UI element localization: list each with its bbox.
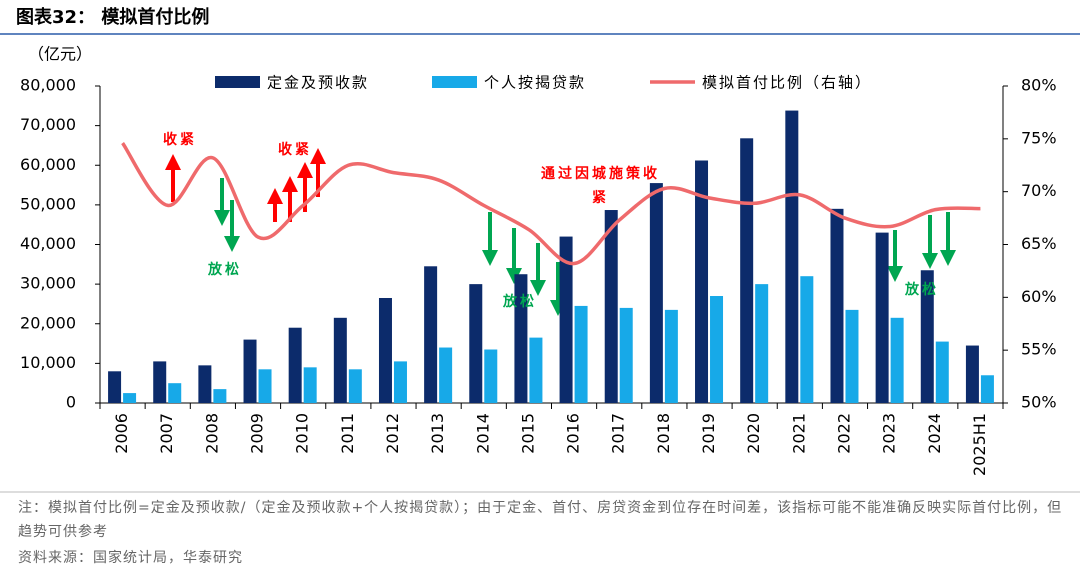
note: 注：模拟首付比例=定金及预收款/（定金及预收款+个人按揭贷款）；由于定金、首付、… — [18, 500, 1063, 540]
x-tick-label: 2011 — [338, 413, 357, 454]
source: 资料来源：国家统计局，华泰研究 — [18, 550, 243, 566]
annotation: 放松 — [503, 294, 537, 310]
bar — [123, 393, 137, 403]
x-tick-label: 2016 — [564, 413, 583, 454]
bar — [755, 284, 769, 403]
bar — [574, 305, 588, 403]
bar — [710, 296, 724, 403]
y-tick-label: 20,000 — [20, 313, 76, 332]
line — [121, 142, 981, 266]
y2-tick-label: 70% — [1021, 181, 1057, 200]
bar — [740, 138, 754, 403]
y-tick-label: 40,000 — [20, 234, 76, 253]
bar — [920, 270, 934, 403]
x-tick-label: 2006 — [112, 413, 131, 454]
bar — [965, 345, 979, 403]
x-tick-label: 2017 — [609, 413, 628, 454]
y2-tick-label: 60% — [1021, 287, 1057, 306]
bar — [800, 276, 814, 403]
bar — [243, 339, 257, 403]
bar — [213, 389, 227, 403]
legend-label: 定金及预收款 — [267, 74, 369, 92]
y-tick-label: 50,000 — [20, 194, 76, 213]
y2-tick-label: 50% — [1021, 393, 1057, 412]
x-tick-label: 2012 — [383, 413, 402, 454]
x-tick-label: 2025H1 — [970, 413, 989, 476]
legend-swatch — [432, 76, 477, 88]
bar — [348, 369, 362, 403]
bar — [108, 371, 122, 403]
legend-swatch — [215, 76, 260, 88]
bar — [935, 341, 949, 403]
y2-tick-label: 80% — [1021, 76, 1057, 95]
annotation: 收紧 — [278, 142, 312, 158]
bar — [153, 361, 167, 403]
bar — [439, 347, 453, 403]
bar — [258, 369, 272, 403]
y-tick-label: 0 — [66, 393, 76, 412]
annotation: 放松 — [208, 262, 242, 278]
bar — [333, 317, 347, 403]
bar — [619, 307, 633, 403]
y-tick-label: 70,000 — [20, 115, 76, 134]
x-tick-label: 2009 — [248, 413, 267, 454]
annotation: 通过因城施策收紧 — [541, 166, 660, 206]
bar — [393, 361, 407, 403]
bar — [830, 208, 844, 403]
bar — [649, 183, 663, 403]
bar — [378, 297, 392, 403]
y-tick-label: 80,000 — [20, 76, 76, 95]
x-tick-label: 2023 — [880, 413, 899, 454]
y-tick-label: 30,000 — [20, 274, 76, 293]
arrows — [165, 148, 956, 316]
bar — [559, 236, 573, 403]
x-tick-label: 2020 — [744, 413, 763, 454]
bar — [664, 309, 678, 403]
bar — [980, 375, 994, 403]
y2-tick-label: 65% — [1021, 234, 1057, 253]
annotation: 收紧 — [163, 132, 197, 148]
y-axis-label: （亿元） — [28, 45, 92, 64]
annotation: 放松 — [905, 282, 939, 298]
y-tick-label: 10,000 — [20, 353, 76, 372]
y-tick-label: 60,000 — [20, 155, 76, 174]
bar — [168, 383, 182, 403]
x-tick-label: 2007 — [157, 413, 176, 454]
x-tick-label: 2015 — [518, 413, 537, 454]
bar — [890, 317, 904, 403]
bar — [529, 337, 543, 403]
bar — [303, 367, 317, 403]
y2-tick-label: 75% — [1021, 128, 1057, 147]
x-tick-label: 2019 — [699, 413, 718, 454]
x-tick-label: 2018 — [654, 413, 673, 454]
x-tick-label: 2024 — [925, 413, 944, 454]
bar — [484, 349, 498, 403]
x-tick-label: 2010 — [293, 413, 312, 454]
y2-tick-label: 55% — [1021, 340, 1057, 359]
bar — [469, 284, 483, 403]
bar — [424, 266, 438, 403]
legend-label: 个人按揭贷款 — [484, 74, 586, 92]
bar — [785, 110, 799, 403]
bar — [604, 210, 618, 403]
x-tick-label: 2014 — [473, 413, 492, 454]
bar — [198, 365, 212, 403]
x-tick-label: 2022 — [834, 413, 853, 454]
x-tick-label: 2021 — [789, 413, 808, 454]
legend-label: 模拟首付比例（右轴） — [702, 74, 872, 92]
bar — [875, 232, 889, 403]
bar — [288, 327, 302, 403]
x-tick-label: 2013 — [428, 413, 447, 454]
bar — [514, 274, 528, 403]
chart-title: 图表32： 模拟首付比例 — [16, 6, 209, 28]
bar — [845, 309, 859, 403]
bar — [695, 160, 709, 403]
x-tick-label: 2008 — [202, 413, 221, 454]
